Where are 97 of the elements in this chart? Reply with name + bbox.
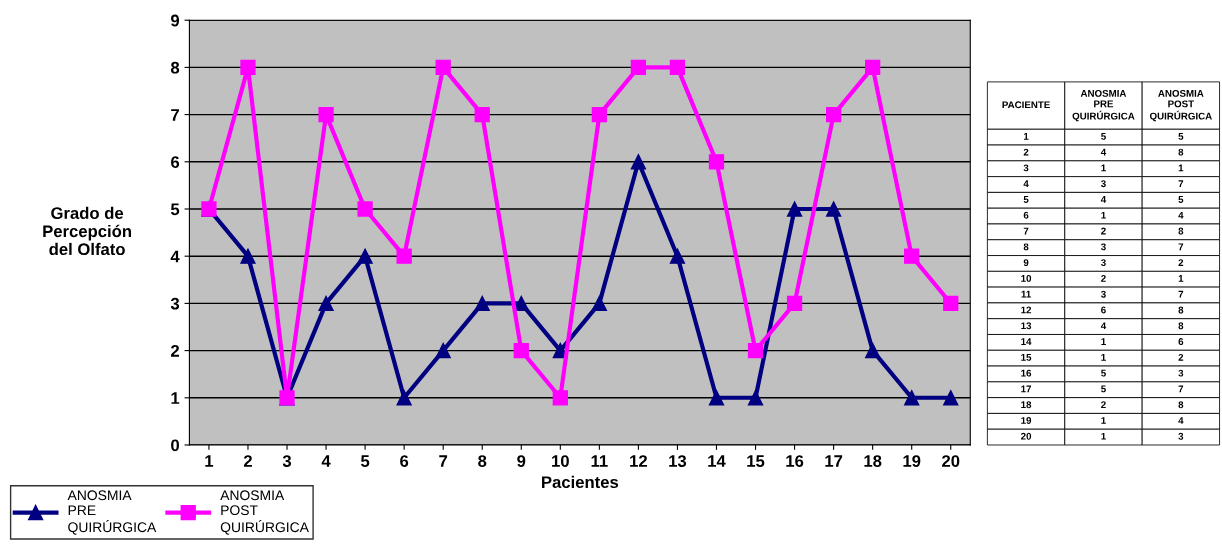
category-label: 8: [1178, 148, 1184, 156]
category-label: 2: [1178, 259, 1184, 266]
category-label: 3: [1100, 243, 1106, 251]
category-label: 2: [1178, 353, 1184, 361]
text: ANOSMIA POST QUIRÚRGICA: [1149, 89, 1212, 122]
category-label: 4: [1100, 148, 1107, 156]
category-label: 1: [1101, 338, 1106, 345]
category-label: 7: [1178, 180, 1184, 188]
x-tick-label: 12: [630, 455, 648, 467]
category-label: 5: [1023, 196, 1029, 203]
category-label: 8: [1178, 322, 1184, 330]
category-label: 6: [1023, 211, 1029, 219]
y-tick-label: 0: [171, 439, 180, 452]
category-label: 13: [1021, 322, 1032, 330]
x-tick-label: 9: [517, 455, 526, 467]
category-label: 6: [1101, 306, 1106, 314]
category-label: 20: [1021, 432, 1032, 440]
y-tick-label: 9: [171, 14, 180, 27]
category-label: 12: [1021, 306, 1032, 314]
text: PACIENTE: [1002, 101, 1050, 109]
category-label: 5: [1101, 132, 1106, 140]
category-label: 1: [1101, 353, 1106, 361]
x-tick-label: 2: [243, 455, 252, 467]
x-tick-label: 20: [942, 455, 960, 467]
y-tick-label: 7: [171, 109, 179, 121]
y-tick-label: 4: [170, 250, 180, 263]
x-tick-label: 18: [864, 455, 882, 467]
x-tick-label: 15: [747, 455, 765, 467]
category-label: 8: [1178, 306, 1184, 314]
y-tick-label: 6: [171, 156, 180, 168]
category-label: 7: [1178, 243, 1184, 251]
y-tick-label: 3: [170, 297, 180, 310]
category-label: 5: [1101, 369, 1106, 377]
category-label: 8: [1178, 401, 1184, 409]
category-label: 16: [1021, 369, 1032, 377]
x-tick-label: 5: [360, 455, 370, 467]
category-label: 17: [1021, 385, 1032, 393]
x-tick-label: 17: [825, 455, 843, 467]
y-tick-label: 2: [171, 344, 180, 357]
x-tick-label: 13: [669, 455, 687, 467]
category-label: 1: [1101, 164, 1106, 172]
x-tick-label: 1: [205, 455, 214, 467]
x-axis-title: Pacientes: [542, 475, 619, 489]
x-tick-label: 7: [439, 455, 448, 467]
category-label: 1: [1023, 132, 1029, 140]
category-label: 1: [1101, 417, 1106, 424]
category-label: 14: [1021, 338, 1032, 345]
legend-label: ANOSMIA PRE QUIRÚRGICA: [67, 490, 157, 535]
category-label: 7: [1023, 227, 1029, 235]
category-label: 10: [1021, 274, 1032, 282]
x-tick-label: 8: [478, 455, 487, 467]
category-label: 3: [1100, 290, 1106, 298]
category-label: 5: [1178, 132, 1184, 140]
category-label: 3: [1178, 432, 1184, 440]
category-label: 2: [1101, 274, 1106, 282]
category-label: 2: [1101, 401, 1106, 409]
category-label: 5: [1101, 385, 1106, 393]
category-label: 3: [1178, 369, 1184, 377]
category-label: 1: [1178, 275, 1184, 282]
text: ANOSMIA PRE QUIRÚRGICA: [1072, 89, 1135, 122]
category-label: 8: [1023, 243, 1029, 251]
category-label: 2: [1101, 227, 1106, 235]
category-label: 1: [1101, 432, 1106, 440]
category-label: 7: [1178, 385, 1184, 393]
y-axis-title: Grado de Percepción del Olfato: [43, 206, 131, 256]
category-label: 4: [1100, 322, 1107, 330]
category-label: 15: [1021, 353, 1032, 361]
category-label: 6: [1178, 338, 1184, 345]
x-tick-label: 10: [552, 455, 569, 467]
x-tick-label: 16: [786, 455, 804, 467]
x-tick-label: 19: [903, 455, 921, 467]
category-label: 5: [1178, 196, 1184, 203]
x-tick-label: 11: [591, 455, 608, 467]
category-label: 18: [1021, 401, 1032, 409]
legend-label: ANOSMIA POST QUIRÚRGICA: [220, 490, 309, 535]
category-label: 3: [1023, 164, 1029, 172]
category-label: 4: [1023, 180, 1029, 188]
x-tick-label: 3: [282, 455, 292, 467]
category-label: 3: [1100, 259, 1106, 267]
category-label: 1: [1178, 164, 1184, 172]
y-tick-label: 1: [171, 392, 180, 404]
y-tick-label: 8: [170, 61, 180, 74]
category-label: 4: [1100, 196, 1107, 203]
category-label: 3: [1100, 180, 1106, 188]
category-label: 19: [1021, 417, 1032, 424]
category-label: 11: [1021, 290, 1031, 298]
category-label: 1: [1101, 211, 1106, 219]
category-label: 2: [1023, 148, 1029, 156]
category-label: 4: [1178, 211, 1184, 219]
category-label: 8: [1178, 227, 1184, 235]
category-label: 7: [1178, 290, 1184, 298]
y-tick-label: 5: [170, 203, 180, 216]
category-label: 4: [1178, 417, 1184, 424]
x-tick-label: 4: [321, 455, 331, 467]
x-tick-label: 14: [708, 455, 726, 467]
x-tick-label: 6: [400, 455, 409, 467]
category-label: 9: [1023, 259, 1029, 267]
